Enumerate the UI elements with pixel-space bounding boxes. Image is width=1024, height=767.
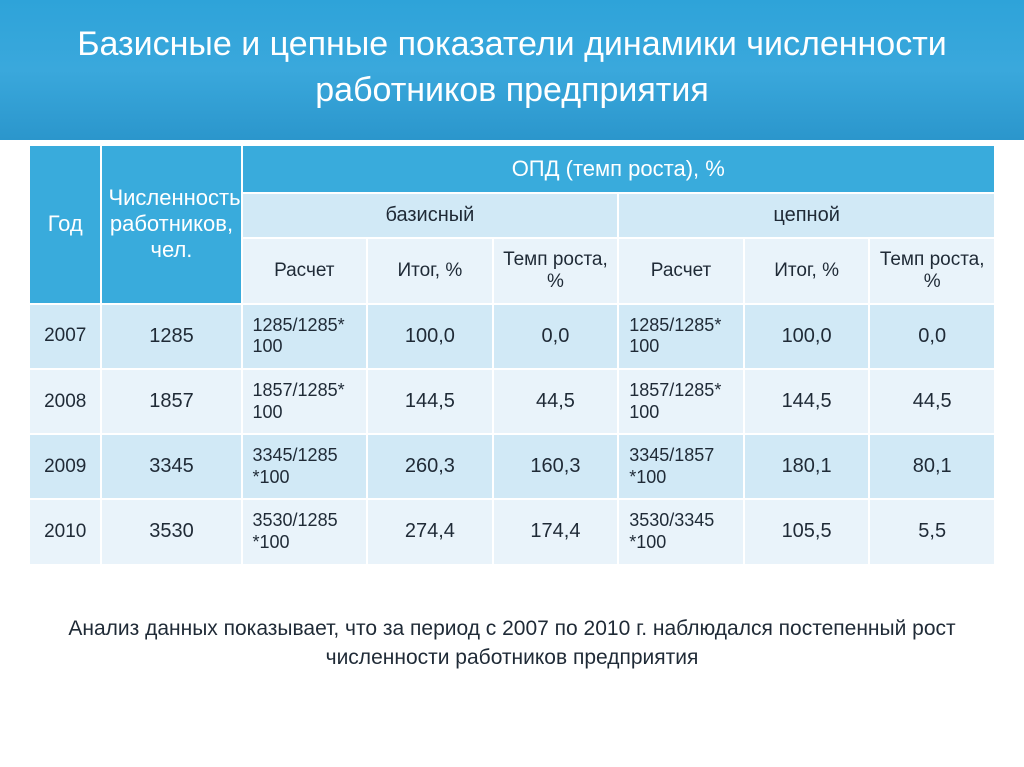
cell-ccalc: 3345/1857*100	[618, 434, 744, 499]
cell-bgrow: 44,5	[493, 369, 619, 434]
cell-cgrow: 0,0	[869, 304, 995, 369]
cell-cres: 105,5	[744, 499, 870, 564]
slide-title: Базисные и цепные показатели динамики чи…	[40, 22, 984, 114]
cell-ccalc: 1285/1285*100	[618, 304, 744, 369]
cell-bgrow: 0,0	[493, 304, 619, 369]
cell-cres: 180,1	[744, 434, 870, 499]
cell-count: 1285	[101, 304, 241, 369]
col-opd: ОПД (темп роста), %	[242, 145, 996, 193]
cell-ccalc: 1857/1285*100	[618, 369, 744, 434]
cell-cres: 144,5	[744, 369, 870, 434]
data-table: Год Численность работников, чел. ОПД (те…	[28, 144, 996, 566]
footnote: Анализ данных показывает, что за период …	[0, 614, 1024, 673]
col-ccalc: Расчет	[618, 238, 744, 304]
cell-bcalc: 3345/1285*100	[242, 434, 368, 499]
title-bar: Базисные и цепные показатели динамики чи…	[0, 0, 1024, 140]
col-base: базисный	[242, 193, 619, 238]
cell-year: 2008	[29, 369, 101, 434]
cell-count: 1857	[101, 369, 241, 434]
cell-count: 3530	[101, 499, 241, 564]
cell-year: 2009	[29, 434, 101, 499]
cell-bgrow: 160,3	[493, 434, 619, 499]
cell-bgrow: 174,4	[493, 499, 619, 564]
table-container: Год Численность работников, чел. ОПД (те…	[0, 140, 1024, 566]
col-cgrow: Темп роста, %	[869, 238, 995, 304]
table-row: 200712851285/1285*100100,00,01285/1285*1…	[29, 304, 995, 369]
cell-cgrow: 44,5	[869, 369, 995, 434]
col-chain: цепной	[618, 193, 995, 238]
col-count: Численность работников, чел.	[101, 145, 241, 304]
col-bcalc: Расчет	[242, 238, 368, 304]
cell-bres: 100,0	[367, 304, 493, 369]
col-bgrow: Темп роста, %	[493, 238, 619, 304]
col-year: Год	[29, 145, 101, 304]
table-row: 200933453345/1285*100260,3160,33345/1857…	[29, 434, 995, 499]
cell-bres: 274,4	[367, 499, 493, 564]
cell-year: 2010	[29, 499, 101, 564]
cell-bres: 144,5	[367, 369, 493, 434]
cell-count: 3345	[101, 434, 241, 499]
cell-ccalc: 3530/3345*100	[618, 499, 744, 564]
table-row: 201035303530/1285*100274,4174,43530/3345…	[29, 499, 995, 564]
cell-cres: 100,0	[744, 304, 870, 369]
col-cres: Итог, %	[744, 238, 870, 304]
cell-year: 2007	[29, 304, 101, 369]
cell-bcalc: 3530/1285*100	[242, 499, 368, 564]
cell-bcalc: 1285/1285*100	[242, 304, 368, 369]
cell-cgrow: 5,5	[869, 499, 995, 564]
table-body: 200712851285/1285*100100,00,01285/1285*1…	[29, 304, 995, 565]
table-row: 200818571857/1285*100144,544,51857/1285*…	[29, 369, 995, 434]
col-bres: Итог, %	[367, 238, 493, 304]
cell-bres: 260,3	[367, 434, 493, 499]
slide: Базисные и цепные показатели динамики чи…	[0, 0, 1024, 767]
cell-cgrow: 80,1	[869, 434, 995, 499]
cell-bcalc: 1857/1285*100	[242, 369, 368, 434]
